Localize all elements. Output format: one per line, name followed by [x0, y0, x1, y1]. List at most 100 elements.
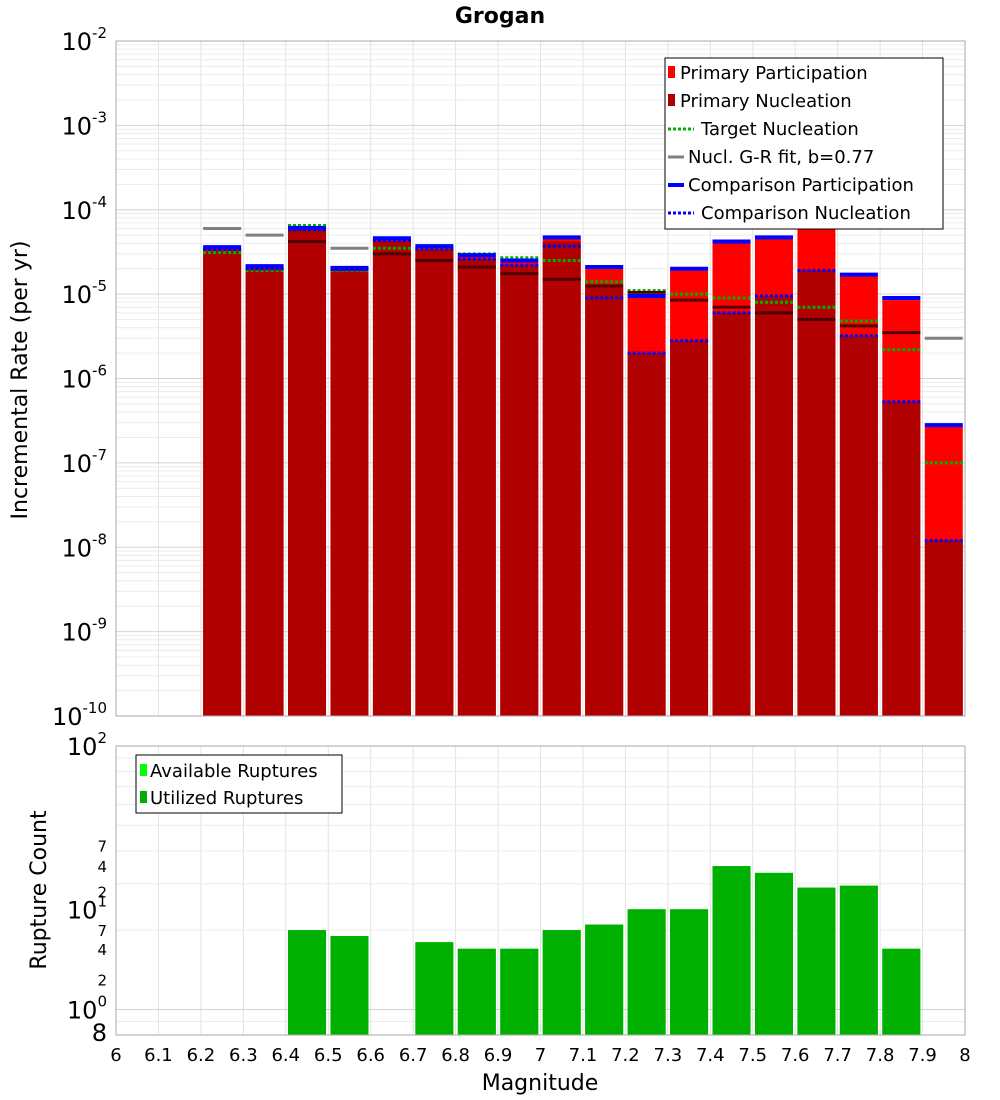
- legend-label-utilized-ruptures: Utilized Ruptures: [150, 788, 303, 809]
- bar-utilized-ruptures: [670, 909, 709, 1035]
- top-y-ticks: 10-10 10-9 10-8 10-7 10-6 10-5 10-4 10-3 10-2: [52, 24, 107, 731]
- bottom-legend-box: [135, 754, 343, 814]
- bar-primary-nucleation: [754, 296, 793, 716]
- legend-label-comparison-nucleation: Comparison Nucleation: [701, 203, 911, 224]
- bar-utilized-ruptures: [882, 948, 921, 1035]
- y-tick-label: 10-8: [61, 530, 107, 562]
- legend-label-gr-fit: Nucl. G-R fit, b=0.77: [688, 147, 874, 168]
- bar-utilized-ruptures: [330, 936, 369, 1035]
- top-lines: [203, 219, 963, 543]
- y-tick-label: 101: [67, 892, 107, 924]
- legend-label-available-ruptures: Available Ruptures: [150, 761, 318, 782]
- x-tick-label: 6.1: [144, 1045, 173, 1066]
- bar-primary-nucleation: [882, 401, 921, 716]
- x-tick-label: 7: [535, 1045, 546, 1066]
- y-tick-label: 4: [97, 858, 107, 876]
- y-tick-label: 8: [92, 1019, 107, 1047]
- legend-label-primary-nucleation: Primary Nucleation: [680, 91, 852, 112]
- top-plot-frame: [115, 40, 966, 717]
- y-tick-label: 10-9: [61, 615, 107, 647]
- x-tick-label: 6.5: [314, 1045, 343, 1066]
- legend-item-primary-participation: Primary Participation: [668, 63, 868, 84]
- y-tick-label: 10-3: [61, 108, 107, 140]
- legend-item-primary-nucleation: Primary Nucleation: [668, 91, 852, 112]
- bar-primary-nucleation: [712, 312, 751, 716]
- x-tick-label: 6.4: [271, 1045, 300, 1066]
- x-tick-label: 8: [959, 1045, 970, 1066]
- y-tick-label: 10-7: [61, 446, 107, 478]
- bar-utilized-ruptures: [288, 930, 327, 1035]
- x-tick-label: 6.3: [229, 1045, 258, 1066]
- bar-primary-nucleation: [585, 287, 624, 716]
- legend-item-comparison-nucleation: Comparison Nucleation: [668, 203, 911, 224]
- x-tick-label: 7.5: [738, 1045, 767, 1066]
- top-y-axis-label: Incremental Rate (per yr): [8, 241, 33, 520]
- legend-item-utilized-ruptures: Utilized Ruptures: [140, 788, 303, 809]
- chart-title: Grogan: [455, 4, 545, 29]
- bar-primary-nucleation: [542, 241, 581, 717]
- bar-utilized-ruptures: [500, 948, 539, 1035]
- legend-swatch-primary-nucleation: [668, 94, 675, 106]
- legend-label-comparison-participation: Comparison Participation: [688, 175, 914, 196]
- x-tick-label: 6.9: [484, 1045, 513, 1066]
- bar-utilized-ruptures: [754, 872, 793, 1035]
- legend-item-available-ruptures: Available Ruptures: [140, 761, 318, 782]
- y-tick-label: 10-5: [61, 277, 107, 309]
- legend-swatch-available-ruptures: [140, 764, 147, 776]
- y-tick-label: 102: [67, 729, 107, 761]
- bar-primary-nucleation: [330, 269, 369, 716]
- y-tick-label: 10-10: [52, 699, 107, 731]
- bottom-legend: Available Ruptures Utilized Ruptures: [135, 754, 343, 814]
- bar-primary-nucleation: [670, 340, 709, 716]
- bar-utilized-ruptures: [797, 887, 836, 1035]
- bar-primary-nucleation: [500, 265, 539, 716]
- bottom-y-axis-label: Rupture Count: [27, 810, 52, 970]
- bar-utilized-ruptures: [457, 948, 496, 1035]
- x-tick-label: 6.8: [441, 1045, 470, 1066]
- top-panel: 10-10 10-9 10-8 10-7 10-6 10-5 10-4 10-3 10-2 In…: [8, 24, 966, 731]
- x-tick-label: 6.2: [187, 1045, 216, 1066]
- bottom-bars: [288, 866, 921, 1035]
- bar-primary-nucleation: [839, 335, 878, 716]
- top-bars: [203, 222, 963, 717]
- top-legend-box: [664, 57, 944, 230]
- bar-primary-nucleation: [457, 259, 496, 716]
- bar-utilized-ruptures: [542, 930, 581, 1035]
- bar-utilized-ruptures: [712, 866, 751, 1035]
- x-axis-label: Magnitude: [482, 1071, 599, 1096]
- y-tick-label: 10-6: [61, 362, 107, 394]
- x-ticks: 6 6.1 6.2 6.3 6.4 6.5 6.6 6.7 6.8 6.9 7 7.1 7.2 7.3 7.…: [110, 1045, 970, 1066]
- bar-primary-nucleation: [372, 240, 411, 717]
- legend-item-comparison-participation: Comparison Participation: [668, 175, 914, 196]
- x-tick-label: 7.6: [781, 1045, 810, 1066]
- x-tick-label: 7.9: [908, 1045, 937, 1066]
- x-tick-label: 6.7: [399, 1045, 428, 1066]
- x-tick-label: 7.7: [823, 1045, 852, 1066]
- y-tick-label: 100: [67, 992, 107, 1024]
- bar-primary-nucleation: [415, 249, 454, 716]
- legend-item-target-nucleation: Target Nucleation: [668, 119, 859, 140]
- x-tick-label: 7.4: [696, 1045, 725, 1066]
- bar-primary-nucleation: [797, 270, 836, 716]
- x-tick-label: 7.1: [569, 1045, 598, 1066]
- x-tick-label: 7.8: [866, 1045, 895, 1066]
- y-tick-label: 10-4: [61, 193, 107, 225]
- legend-swatch-primary-participation: [668, 66, 675, 78]
- bar-primary-nucleation: [288, 229, 327, 717]
- y-tick-label: 2: [97, 971, 107, 989]
- x-tick-label: 7.3: [654, 1045, 683, 1066]
- y-tick-label: 2: [97, 884, 107, 902]
- y-tick-label: 10-2: [61, 24, 107, 56]
- bar-utilized-ruptures: [415, 942, 454, 1035]
- y-tick-label: 7: [97, 922, 107, 940]
- legend-swatch-utilized-ruptures: [140, 791, 147, 803]
- bar-primary-nucleation: [203, 249, 242, 716]
- legend-item-gr-fit: Nucl. G-R fit, b=0.77: [668, 147, 874, 168]
- bar-utilized-ruptures: [585, 924, 624, 1035]
- y-tick-label: 7: [97, 837, 107, 855]
- bottom-plot-frame: [115, 745, 966, 1036]
- x-tick-label: 6.6: [356, 1045, 385, 1066]
